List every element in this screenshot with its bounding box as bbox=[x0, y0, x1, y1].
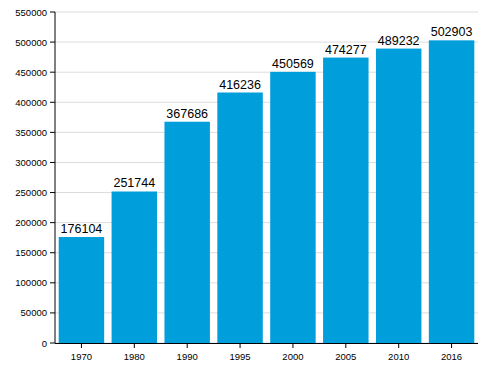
y-tick bbox=[50, 312, 55, 313]
y-tick bbox=[50, 192, 55, 193]
data-labels: 176104 251744 367686 416236 450569 474277 4892… bbox=[61, 25, 473, 236]
data-label: 416236 bbox=[219, 78, 261, 92]
x-tick bbox=[451, 343, 452, 348]
x-tick bbox=[240, 343, 241, 348]
x-tick-label: 1995 bbox=[229, 351, 250, 362]
data-label: 176104 bbox=[61, 222, 103, 236]
y-tick-label: 550000 bbox=[15, 7, 47, 18]
x-tick-label: 2000 bbox=[282, 351, 303, 362]
bar bbox=[270, 72, 315, 343]
data-label: 489232 bbox=[378, 34, 420, 48]
y-tick bbox=[50, 42, 55, 43]
y-tick bbox=[50, 72, 55, 73]
y-tick bbox=[50, 12, 55, 13]
y-tick-label: 0 bbox=[42, 338, 47, 349]
x-tick bbox=[81, 343, 82, 348]
y-tick bbox=[50, 132, 55, 133]
x-tick bbox=[398, 343, 399, 348]
x-tick bbox=[292, 343, 293, 348]
y-tick-label: 300000 bbox=[15, 157, 47, 168]
data-label: 474277 bbox=[325, 43, 367, 57]
data-label: 502903 bbox=[431, 25, 473, 39]
axes: 0 50000 100000 150000 200000 250000 300000 3500… bbox=[15, 7, 478, 363]
grid-line bbox=[55, 12, 478, 13]
y-tick-label: 200000 bbox=[15, 217, 47, 228]
x-tick bbox=[134, 343, 135, 348]
x-tick bbox=[345, 343, 346, 348]
y-tick bbox=[50, 252, 55, 253]
y-axis-line bbox=[55, 12, 56, 343]
bar bbox=[112, 191, 157, 343]
y-tick-label: 350000 bbox=[15, 127, 47, 138]
y-tick-label: 400000 bbox=[15, 97, 47, 108]
x-tick-label: 2016 bbox=[441, 351, 462, 362]
bar bbox=[429, 40, 474, 343]
x-axis-line bbox=[55, 343, 478, 344]
y-tick-label: 150000 bbox=[15, 247, 47, 258]
x-tick-label: 2010 bbox=[388, 351, 409, 362]
bar bbox=[323, 58, 368, 343]
chart: 0 50000 100000 150000 200000 250000 300000 3500… bbox=[0, 0, 491, 378]
bar bbox=[59, 237, 104, 343]
x-tick-label: 1980 bbox=[124, 351, 145, 362]
y-tick-label: 250000 bbox=[15, 187, 47, 198]
grid bbox=[55, 12, 478, 343]
bar bbox=[164, 122, 209, 343]
chart-container: 0 50000 100000 150000 200000 250000 300000 3500… bbox=[0, 0, 491, 378]
data-label: 450569 bbox=[272, 57, 314, 71]
bar bbox=[217, 93, 262, 343]
bar bbox=[376, 49, 421, 343]
y-tick bbox=[50, 102, 55, 103]
bars bbox=[59, 40, 475, 343]
y-tick-label: 50000 bbox=[21, 307, 47, 318]
x-tick-label: 1990 bbox=[177, 351, 198, 362]
x-tick bbox=[187, 343, 188, 348]
y-tick-label: 500000 bbox=[15, 37, 47, 48]
data-label: 367686 bbox=[166, 107, 208, 121]
page: {"chart_data": {"type": "bar", "categori… bbox=[0, 0, 491, 378]
data-label: 251744 bbox=[113, 176, 155, 190]
y-tick-label: 100000 bbox=[15, 277, 47, 288]
y-tick bbox=[50, 282, 55, 283]
x-tick-label: 1970 bbox=[71, 351, 92, 362]
y-tick bbox=[50, 343, 55, 344]
x-tick-label: 2005 bbox=[335, 351, 356, 362]
y-tick bbox=[50, 222, 55, 223]
y-tick bbox=[50, 162, 55, 163]
y-tick-label: 450000 bbox=[15, 67, 47, 78]
